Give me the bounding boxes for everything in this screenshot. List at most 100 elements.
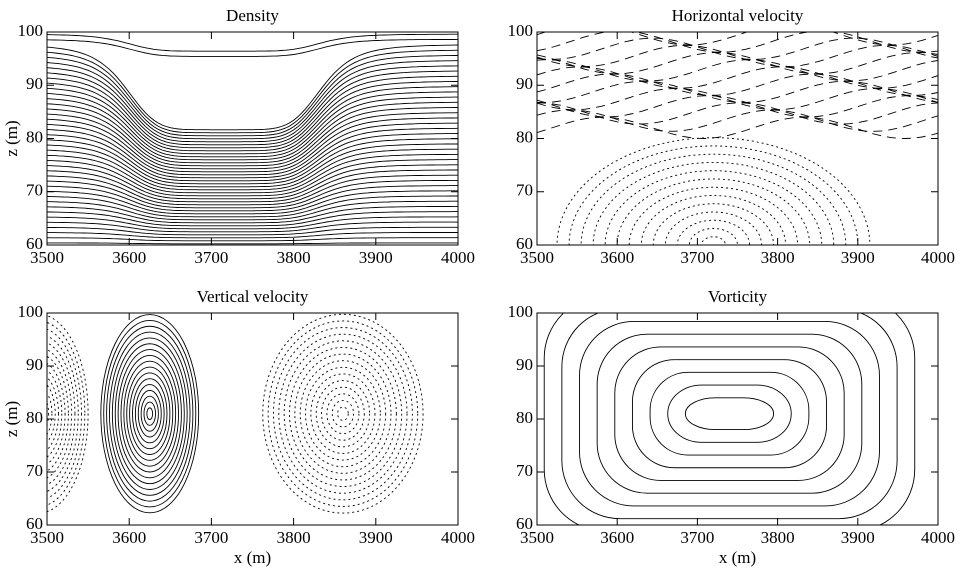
x-tick-label: 3500	[520, 248, 554, 267]
contour-line	[649, 371, 810, 456]
contour-line	[684, 397, 775, 431]
contour-line	[47, 81, 458, 152]
y-tick-label: 60	[26, 234, 43, 253]
contour-line	[326, 393, 360, 435]
contours	[47, 313, 424, 514]
contour-line	[543, 313, 916, 525]
x-tick-label: 3600	[600, 528, 634, 547]
contour-line	[47, 169, 458, 203]
contour-line	[47, 321, 86, 506]
contour-line	[537, 32, 938, 46]
contour-line	[47, 392, 53, 436]
contour-line	[537, 44, 938, 68]
y-tick-label: 60	[516, 234, 533, 253]
x-tick-label: 4000	[921, 528, 955, 547]
contour-line	[628, 186, 799, 245]
contour-line	[614, 346, 845, 481]
contour-line	[47, 211, 458, 227]
x-tick-label: 3700	[194, 528, 228, 547]
x-tick-label: 3800	[761, 248, 795, 267]
contour-line	[283, 340, 403, 488]
x-tick-label: 3500	[520, 528, 554, 547]
panel-title: Horizontal velocity	[672, 6, 804, 25]
x-tick-label: 4000	[441, 528, 475, 547]
contour-line	[47, 369, 63, 458]
contour-line	[47, 112, 458, 170]
y-tick-label: 70	[516, 181, 533, 200]
contour-line	[289, 347, 397, 481]
contour-line	[47, 75, 458, 149]
contour-line	[337, 406, 349, 421]
contour-line	[47, 70, 458, 146]
contour-line	[117, 349, 182, 479]
x-tick-label: 3500	[30, 248, 64, 267]
contour-line	[132, 378, 168, 450]
contour-line	[596, 333, 863, 494]
contour-line	[47, 200, 458, 221]
x-tick-label: 3600	[600, 248, 634, 267]
contour-line	[111, 337, 188, 490]
x-tick-label: 3900	[359, 528, 393, 547]
contours	[543, 313, 916, 525]
y-tick-label: 80	[26, 408, 43, 427]
y-tick-label: 100	[508, 302, 534, 321]
contour-line	[47, 33, 458, 52]
contour-line	[47, 44, 458, 131]
contour-line	[47, 242, 458, 245]
contour-line	[47, 148, 458, 191]
contour-line	[537, 88, 938, 111]
contour-line	[47, 55, 458, 137]
contour-line	[579, 321, 880, 507]
y-axis-label: z (m)	[2, 120, 21, 156]
contour-line	[47, 86, 458, 155]
y-tick-label: 70	[516, 461, 533, 480]
x-axis-label: x (m)	[234, 548, 271, 567]
contour-line	[47, 159, 458, 197]
y-tick-label: 100	[508, 21, 534, 40]
contour-line	[109, 331, 191, 496]
contour-line	[47, 362, 66, 465]
contour-line	[47, 195, 458, 218]
x-tick-label: 3600	[112, 248, 146, 267]
contour-line	[47, 349, 73, 479]
contour-line	[47, 91, 458, 158]
contour-line	[47, 127, 458, 179]
contour-line	[47, 164, 458, 200]
x-tick-label: 3700	[194, 248, 228, 267]
contour-line	[47, 143, 458, 188]
contour-line	[129, 372, 171, 455]
y-tick-label: 90	[26, 355, 43, 374]
y-tick-label: 80	[26, 127, 43, 146]
contour-line	[537, 109, 938, 132]
y-tick-label: 100	[18, 302, 44, 321]
y-tick-label: 80	[516, 408, 533, 427]
panel-title: Vertical velocity	[197, 287, 309, 306]
contour-line	[262, 313, 424, 514]
contour-line	[315, 380, 371, 448]
contour-line	[537, 59, 938, 82]
y-tick-label: 60	[26, 514, 43, 533]
x-tick-label: 3800	[277, 248, 311, 267]
contour-line	[103, 319, 197, 508]
contour-line	[537, 80, 938, 103]
contour-line	[47, 179, 458, 209]
x-axis-label: x (m)	[719, 548, 756, 567]
plot-frame	[536, 31, 939, 246]
contour-line	[47, 328, 82, 499]
contour-line	[140, 395, 159, 432]
y-tick-label: 100	[18, 21, 44, 40]
y-tick-label: 90	[26, 74, 43, 93]
x-tick-label: 3900	[359, 248, 393, 267]
contour-line	[47, 60, 458, 140]
contour-line	[100, 314, 200, 514]
panel-title: Vorticity	[708, 287, 768, 306]
contour-line	[294, 353, 392, 474]
contours	[537, 32, 938, 245]
contour-line	[47, 107, 458, 167]
contour-line	[310, 373, 376, 454]
contour-line	[47, 384, 56, 444]
x-tick-label: 3800	[761, 528, 795, 547]
contour-line	[47, 101, 458, 164]
contour-line	[47, 174, 458, 206]
